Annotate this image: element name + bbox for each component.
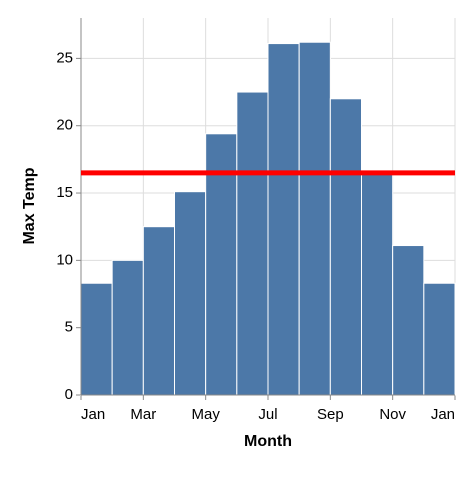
y-tick-label: 15: [56, 184, 73, 201]
bar: [361, 172, 394, 396]
x-tick-label: Jan: [431, 406, 455, 423]
bar: [329, 98, 363, 396]
x-tick-label: Jul: [258, 406, 277, 423]
x-axis-label: Month: [244, 433, 292, 450]
y-tick-label: 10: [56, 251, 73, 268]
x-tick-label: Jan: [81, 406, 105, 423]
bar: [111, 259, 144, 396]
y-tick-label: 25: [56, 49, 73, 66]
y-axis-label: Max Temp: [21, 167, 38, 244]
x-tick-label: Sep: [317, 406, 344, 423]
x-tick-label: Nov: [379, 406, 406, 423]
bar: [80, 282, 113, 396]
x-tick-label: May: [191, 406, 220, 423]
y-tick-label: 20: [56, 117, 73, 134]
bar: [236, 91, 269, 396]
y-tick-label: 0: [65, 386, 73, 403]
bar: [392, 245, 425, 396]
x-tick-label: Mar: [130, 406, 156, 423]
y-tick-label: 5: [65, 319, 73, 336]
bar: [174, 191, 207, 396]
bar: [142, 226, 175, 396]
bar: [267, 43, 300, 396]
bar: [423, 282, 456, 396]
bar: [298, 41, 331, 396]
